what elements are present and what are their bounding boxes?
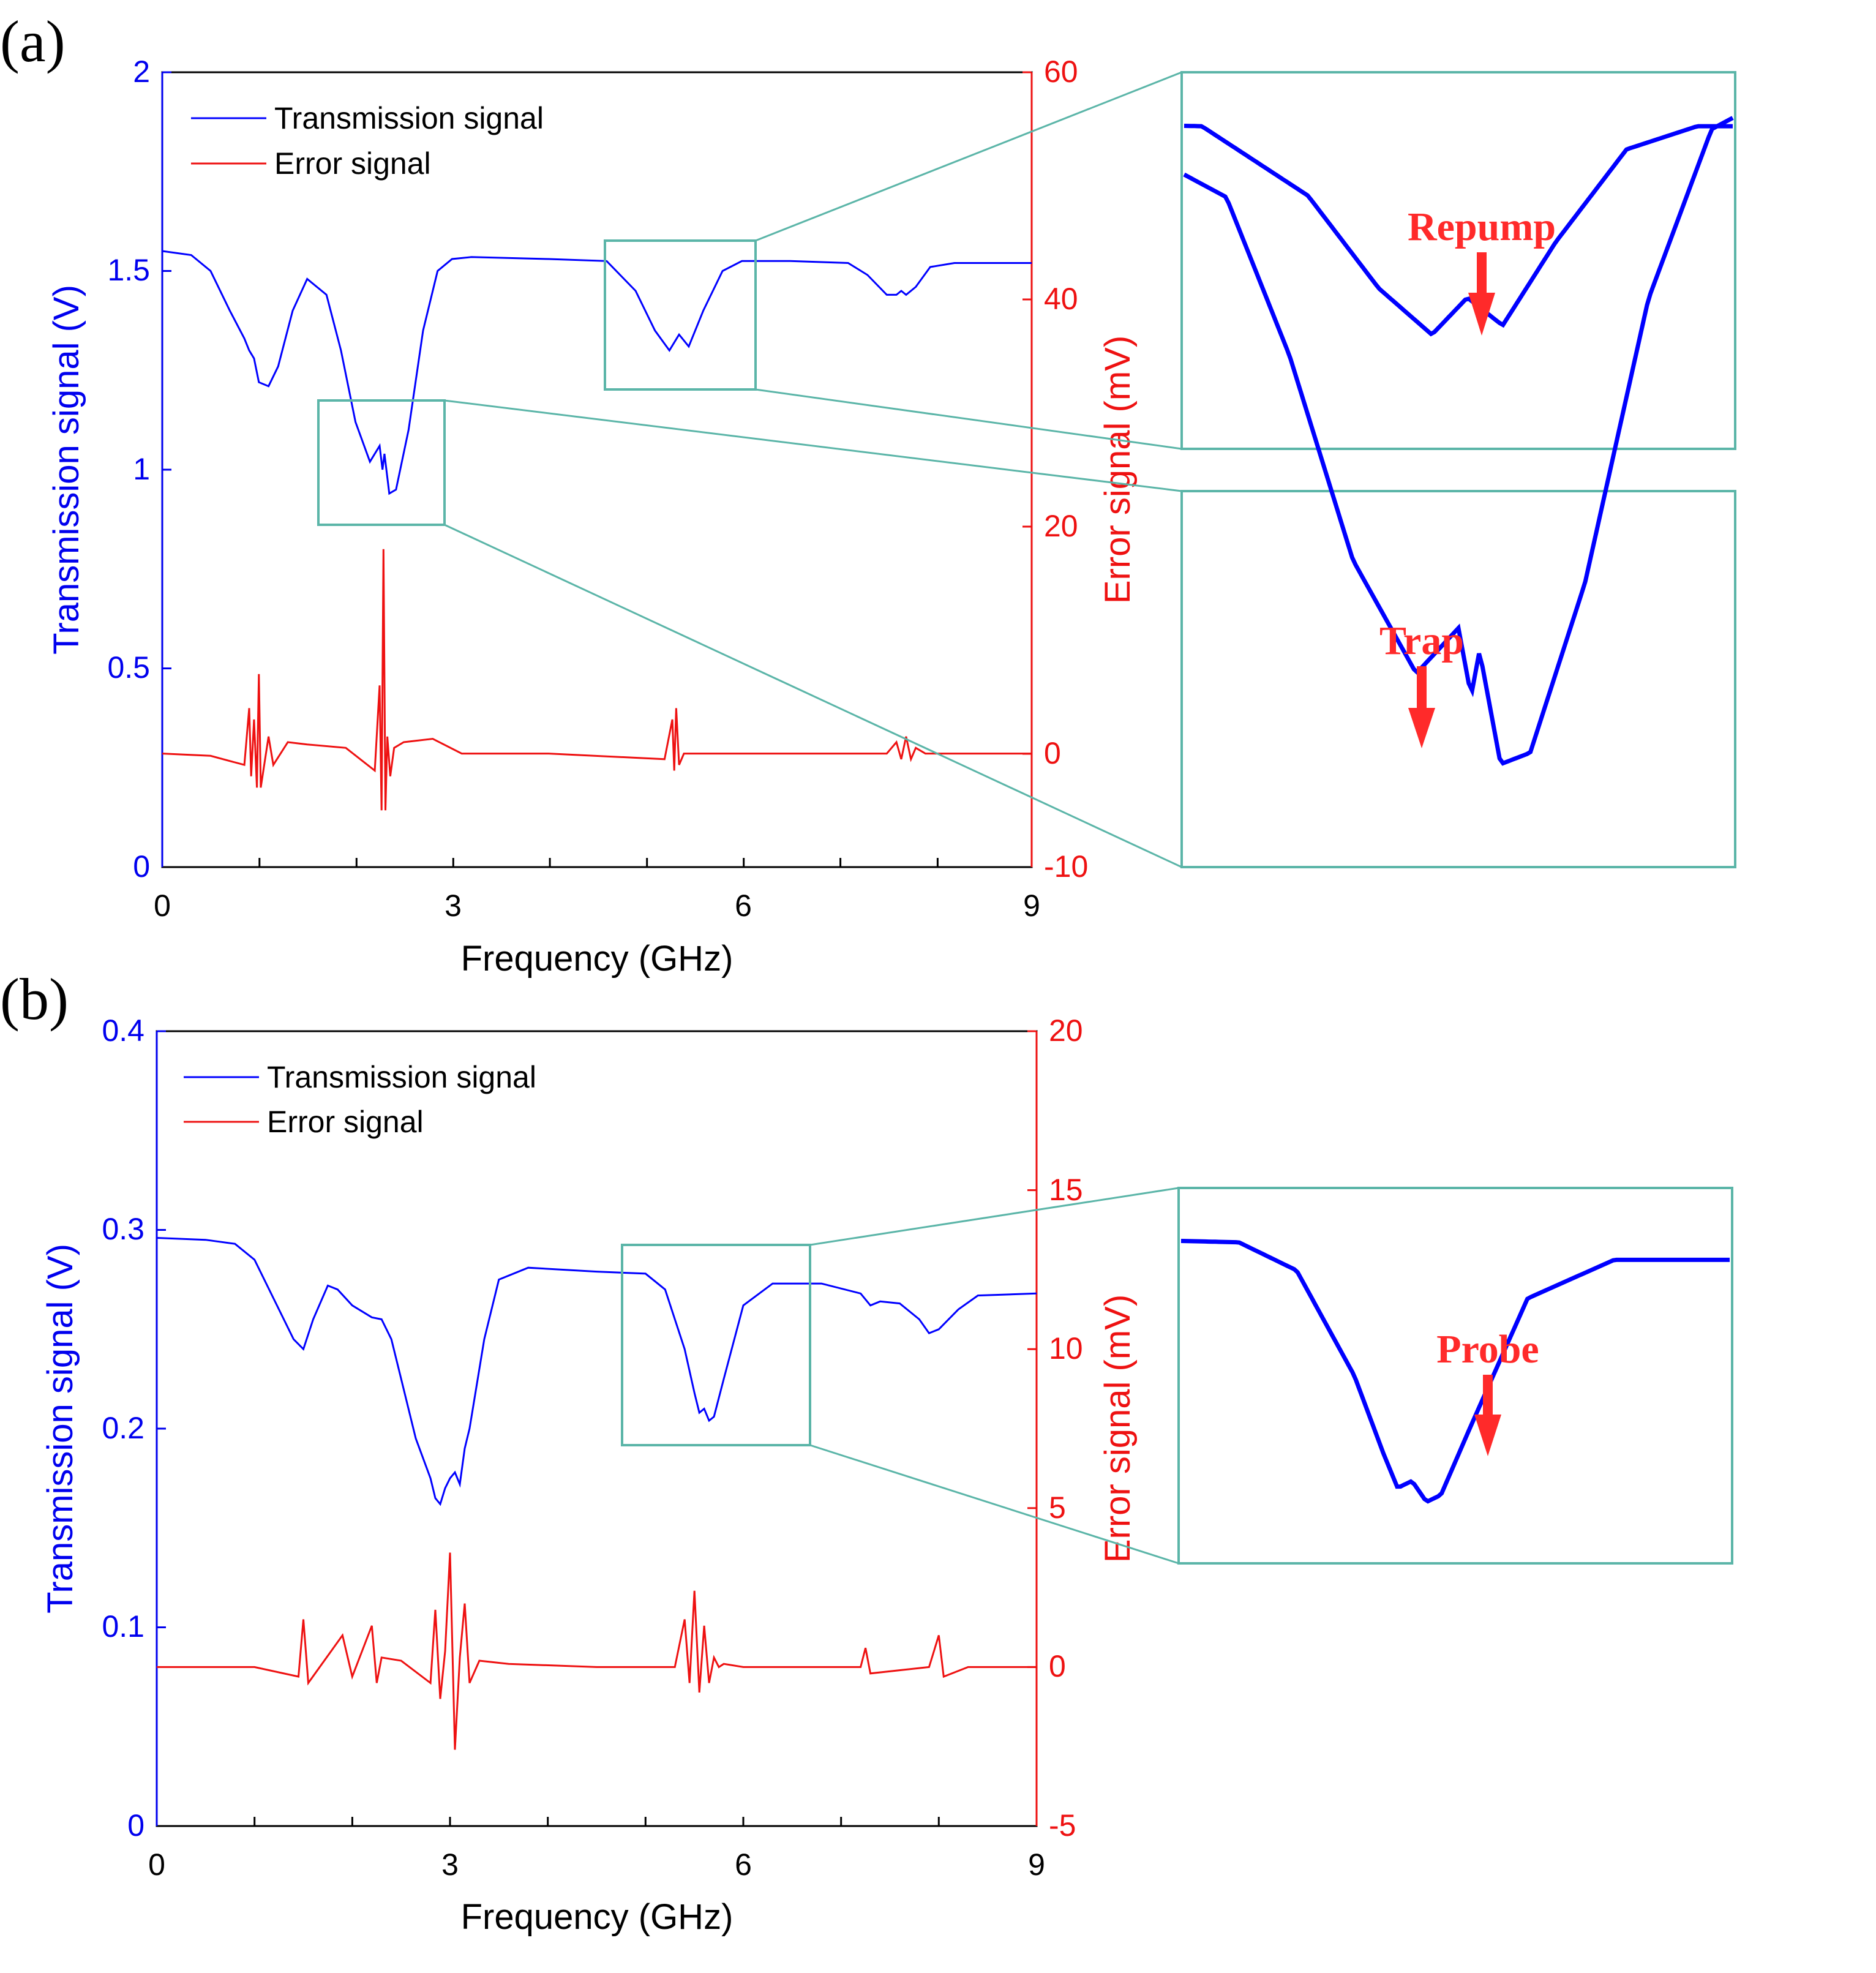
panel-b-transmission-line bbox=[156, 1237, 1037, 1506]
inset-trap-transmission-line bbox=[1183, 116, 1734, 766]
panel-b-label: (b) bbox=[0, 966, 69, 1032]
panel-b-ytick-right: -5 bbox=[1049, 1808, 1076, 1843]
panel-a-ytick-right: 20 bbox=[1044, 509, 1078, 543]
panel-b-inset-probe bbox=[1177, 1187, 1733, 1565]
panel-b-x-axis-label: Frequency (GHz) bbox=[461, 1897, 734, 1937]
legend-label-error: Error signal bbox=[274, 146, 431, 181]
panel-b-xtick: 9 bbox=[1028, 1847, 1045, 1882]
panel-b-ytick-right: 15 bbox=[1049, 1173, 1083, 1207]
panel-a-xtick: 3 bbox=[445, 889, 462, 923]
panel-a-y-axis-label-left: Transmission signal (V) bbox=[47, 285, 86, 655]
annotation-probe: Probe bbox=[1436, 1327, 1539, 1372]
panel-a-xtick: 9 bbox=[1023, 889, 1040, 923]
legend-label-error: Error signal bbox=[267, 1105, 424, 1139]
panel-b-zoom-box-probe bbox=[621, 1244, 811, 1446]
panel-b-ytick-left: 0.3 bbox=[102, 1212, 144, 1246]
panel-a-right-ticks bbox=[1022, 71, 1032, 755]
panel-a-x-axis-label: Frequency (GHz) bbox=[461, 939, 734, 979]
inset-probe-transmission-line bbox=[1180, 1239, 1730, 1504]
annotation-trap: Trap bbox=[1379, 618, 1464, 663]
arrow-repump-icon bbox=[1468, 252, 1495, 336]
panel-b-ytick-right: 5 bbox=[1049, 1490, 1066, 1525]
panel-a-ytick-left: 1 bbox=[133, 452, 150, 486]
panel-a-ytick-right: 40 bbox=[1044, 282, 1078, 316]
panel-a-label: (a) bbox=[0, 9, 66, 74]
panel-a-ytick-left: 1.5 bbox=[107, 253, 150, 287]
panel-b-legend: Transmission signal Error signal bbox=[184, 1060, 536, 1139]
panel-b-ytick-right: 0 bbox=[1049, 1649, 1066, 1683]
panel-b-ytick-left: 0 bbox=[127, 1808, 144, 1843]
panel-b: (b) 0.4 0.3 0.2 0.1 0 20 15 10 5 0 -5 bbox=[0, 966, 1733, 1937]
panel-a-left-ticks bbox=[162, 71, 171, 669]
panel-a-xtick: 0 bbox=[154, 889, 171, 923]
panel-a-ytick-left: 0.5 bbox=[107, 650, 150, 685]
legend-label-transmission: Transmission signal bbox=[267, 1060, 536, 1094]
panel-b-ytick-right: 10 bbox=[1049, 1331, 1083, 1366]
panel-b-xtick: 6 bbox=[735, 1847, 752, 1882]
panel-a-inset-trap bbox=[1180, 490, 1736, 868]
arrow-probe-icon bbox=[1474, 1375, 1501, 1456]
panel-a-ytick-right: 60 bbox=[1044, 54, 1078, 89]
panel-a-y-axis-label-right: Error signal (mV) bbox=[1098, 336, 1138, 604]
panel-b-plot-frame bbox=[156, 1030, 1038, 1827]
panel-a-ytick-left: 2 bbox=[133, 54, 150, 89]
panel-a-legend: Transmission signal Error signal bbox=[191, 101, 544, 181]
panel-a-plot-frame bbox=[161, 71, 1033, 868]
panel-a-ytick-left: 0 bbox=[133, 849, 150, 884]
panel-b-xtick: 0 bbox=[148, 1847, 165, 1882]
panel-b-y-axis-label-left: Transmission signal (V) bbox=[40, 1244, 80, 1614]
annotation-repump: Repump bbox=[1408, 205, 1556, 249]
panel-b-ytick-right: 20 bbox=[1049, 1013, 1083, 1048]
panel-a-zoom-box-trap bbox=[317, 399, 446, 526]
panel-a-x-ticks bbox=[258, 858, 939, 867]
panel-b-right-ticks bbox=[1027, 1030, 1037, 1668]
panel-a-zoom-connectors bbox=[444, 71, 1182, 868]
panel-b-x-ticks bbox=[253, 1817, 940, 1826]
arrow-trap-icon bbox=[1408, 666, 1435, 748]
panel-a-ytick-right: -10 bbox=[1044, 849, 1088, 884]
panel-a-xtick: 6 bbox=[735, 889, 752, 923]
panel-a: (a) 2 1.5 1 0.5 0 60 40 20 0 -10 bbox=[0, 9, 1736, 979]
panel-b-ytick-left: 0.2 bbox=[102, 1411, 144, 1445]
panel-a-inset-repump bbox=[1180, 71, 1736, 450]
panel-b-zoom-connectors bbox=[809, 1187, 1179, 1565]
panel-b-ytick-left: 0.1 bbox=[102, 1609, 144, 1644]
panel-a-transmission-line bbox=[162, 250, 1032, 495]
panel-b-xtick: 3 bbox=[441, 1847, 459, 1882]
panel-a-zoom-box-repump bbox=[604, 239, 757, 391]
panel-b-ytick-left: 0.4 bbox=[102, 1013, 144, 1048]
inset-repump-transmission-line bbox=[1184, 124, 1733, 337]
panel-a-error-line bbox=[162, 549, 1032, 811]
panel-b-left-ticks bbox=[157, 1030, 166, 1628]
panel-b-error-line bbox=[157, 1552, 1037, 1750]
legend-label-transmission: Transmission signal bbox=[274, 101, 544, 135]
panel-a-ytick-right: 0 bbox=[1044, 736, 1061, 770]
panel-b-y-axis-label-right: Error signal (mV) bbox=[1098, 1295, 1138, 1563]
